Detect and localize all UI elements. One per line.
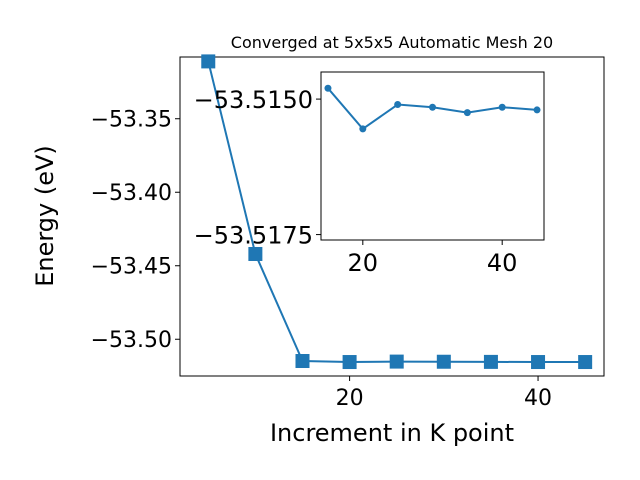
main-data-point xyxy=(342,355,357,370)
main-x-tick-label: 40 xyxy=(524,386,552,411)
inset-x-tick-label: 40 xyxy=(487,249,518,277)
main-y-tick-label: −53.40 xyxy=(91,181,172,206)
main-data-point xyxy=(248,246,263,261)
main-data-point xyxy=(531,355,546,370)
inset-data-point xyxy=(463,109,471,117)
inset-data-point xyxy=(429,103,436,111)
main-y-tick-label: −53.45 xyxy=(91,255,172,280)
main-data-point xyxy=(578,355,593,370)
main-data-point xyxy=(201,54,216,69)
inset-data-point xyxy=(324,84,332,92)
inset-data-point xyxy=(394,101,402,109)
chart-title: Converged at 5x5x5 Automatic Mesh 20 xyxy=(231,33,553,52)
main-data-point xyxy=(483,354,498,369)
main-data-point xyxy=(295,354,310,369)
inset-y-tick-label: −53.5175 xyxy=(194,222,313,250)
inset-y-tick-label: −53.5150 xyxy=(194,86,313,114)
main-data-point xyxy=(389,354,404,369)
inset-axes-frame xyxy=(320,71,545,241)
inset-data-point xyxy=(359,125,367,133)
main-x-tick-label: 20 xyxy=(336,386,364,411)
main-y-tick-label: −53.35 xyxy=(91,108,172,133)
inset-data-point xyxy=(498,103,506,111)
inset-x-tick-label: 20 xyxy=(348,249,379,277)
inset-plot-area: 20 40 −53.5175 −53.5150 xyxy=(194,71,545,277)
main-y-tick-label: −53.50 xyxy=(91,328,172,353)
main-data-point xyxy=(436,354,451,369)
y-axis-label: Energy (eV) xyxy=(31,145,59,287)
inset-data-point xyxy=(533,106,541,114)
x-axis-label: Increment in K point xyxy=(270,419,514,447)
